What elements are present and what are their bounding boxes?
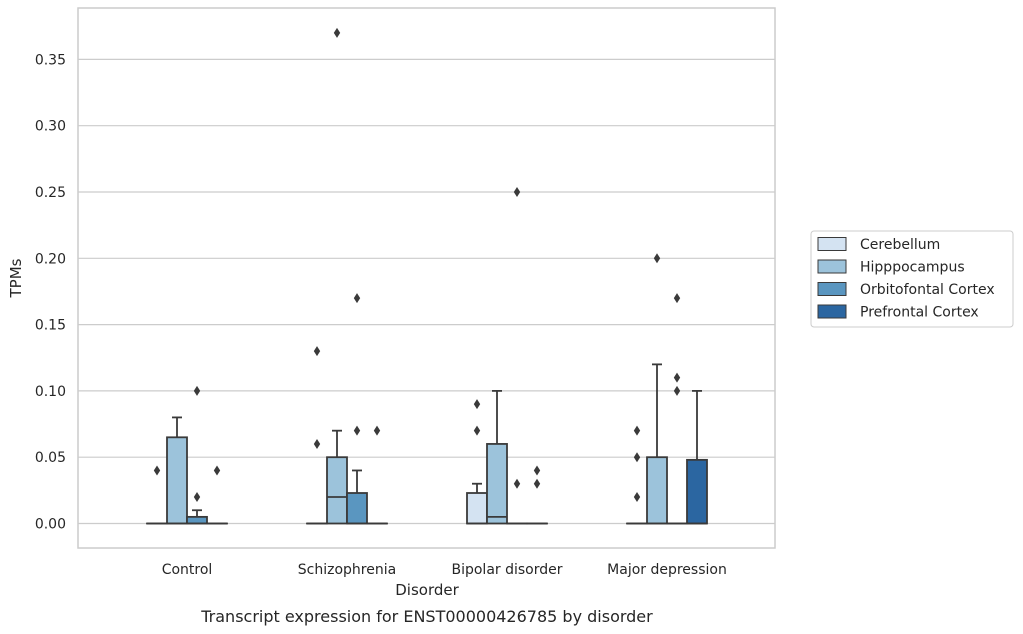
outlier-point [673,372,681,383]
box [326,456,348,525]
outlier-point [473,425,481,436]
y-tick-label: 0.35 [35,52,66,68]
y-tick-label: 0.00 [35,517,66,533]
legend-swatch [817,304,847,319]
outlier-point [533,478,541,489]
y-tick-label: 0.15 [35,318,66,334]
y-tick-label: 0.30 [35,119,66,135]
outlier-point [153,465,161,476]
x-axis-title: Disorder [395,581,459,599]
legend-swatch [817,237,847,251]
box [486,443,508,525]
y-tick-label: 0.25 [35,185,66,201]
outlier-point [353,293,361,304]
outlier-point [193,491,201,502]
outlier-point [473,399,481,410]
box-group [146,465,168,525]
box-group [506,187,528,525]
y-axis-ticks: 0.00 0.05 0.10 0.15 0.20 0.25 0.30 0.35 [35,52,66,532]
outlier-point [313,438,321,449]
box-group [646,253,668,525]
outlier-point [313,346,321,357]
legend-label: Prefrontal Cortex [860,305,979,321]
box-group [206,465,228,525]
outlier-point [633,491,641,502]
box [646,456,668,525]
outlier-point [673,385,681,396]
box-group [486,389,508,525]
outlier-point [633,452,641,463]
y-tick-label: 0.10 [35,384,66,400]
legend-swatch [817,259,847,274]
x-tick-label: Control [162,562,213,578]
chart-caption: Transcript expression for ENST0000042678… [200,607,653,626]
box [686,458,708,525]
legend-label: Cerebellum [860,237,940,253]
boxes [146,27,708,525]
box [346,492,368,525]
legend-label: Hipppocampus [860,260,965,276]
y-axis-title: TPMs [7,258,25,298]
box-group [526,465,548,525]
box-group [466,399,488,525]
legend-frame [810,230,1014,328]
outlier-point [533,465,541,476]
box [186,515,208,525]
plot-area-frame [77,7,776,549]
box-group [366,425,388,525]
outlier-point [353,425,361,436]
y-tick-label: 0.20 [35,251,66,267]
box [466,492,488,525]
outlier-point [373,425,381,436]
x-tick-label: Major depression [607,562,727,578]
box-group [346,293,368,525]
outlier-point [513,187,521,197]
outlier-point [333,27,341,38]
box-group [686,389,708,525]
legend-label: Orbitofontal Cortex [860,282,995,298]
legend: Cerebellum Hipppocampus Orbitofontal Corte… [810,230,1014,328]
x-tick-label: Schizophrenia [298,562,396,578]
box-group [306,346,328,525]
x-tick-label: Bipolar disorder [451,562,562,578]
outlier-point [633,425,641,436]
y-tick-label: 0.05 [35,450,66,466]
box-group [166,416,188,525]
outlier-point [513,478,521,489]
legend-swatch [817,282,847,296]
x-axis-ticks: Control Schizophrenia Bipolar disorder Majo… [162,562,727,578]
box [166,436,188,525]
box-group [326,27,348,525]
outlier-point [673,293,681,304]
outlier-point [193,385,201,396]
box-group [626,425,648,525]
outlier-point [213,465,221,476]
box-group [666,293,688,525]
box-group [186,385,208,525]
outlier-point [653,253,661,264]
